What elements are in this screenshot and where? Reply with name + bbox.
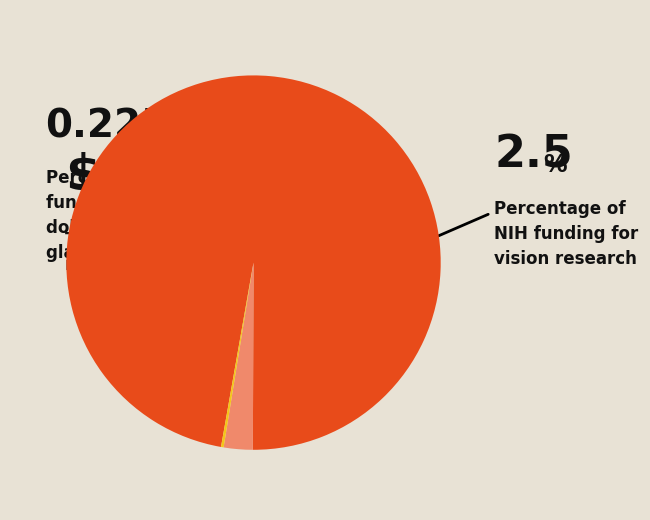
Wedge shape xyxy=(221,263,254,447)
Wedge shape xyxy=(66,75,441,450)
Text: Percentage of gov’t
funded vision research
dollars that go to
glaucoma research: Percentage of gov’t funded vision resear… xyxy=(46,169,260,262)
Text: $32.3: $32.3 xyxy=(65,152,223,200)
Wedge shape xyxy=(224,263,254,450)
Text: %: % xyxy=(543,153,566,177)
Text: 0.225: 0.225 xyxy=(46,108,168,146)
Text: %: % xyxy=(140,126,161,146)
Text: billion: billion xyxy=(185,172,292,200)
Text: Percentage of
NIH funding for
vision research: Percentage of NIH funding for vision res… xyxy=(494,200,638,268)
Text: Total NIH funding for
medical research: Total NIH funding for medical research xyxy=(65,231,276,275)
Text: 2.5: 2.5 xyxy=(494,134,573,177)
